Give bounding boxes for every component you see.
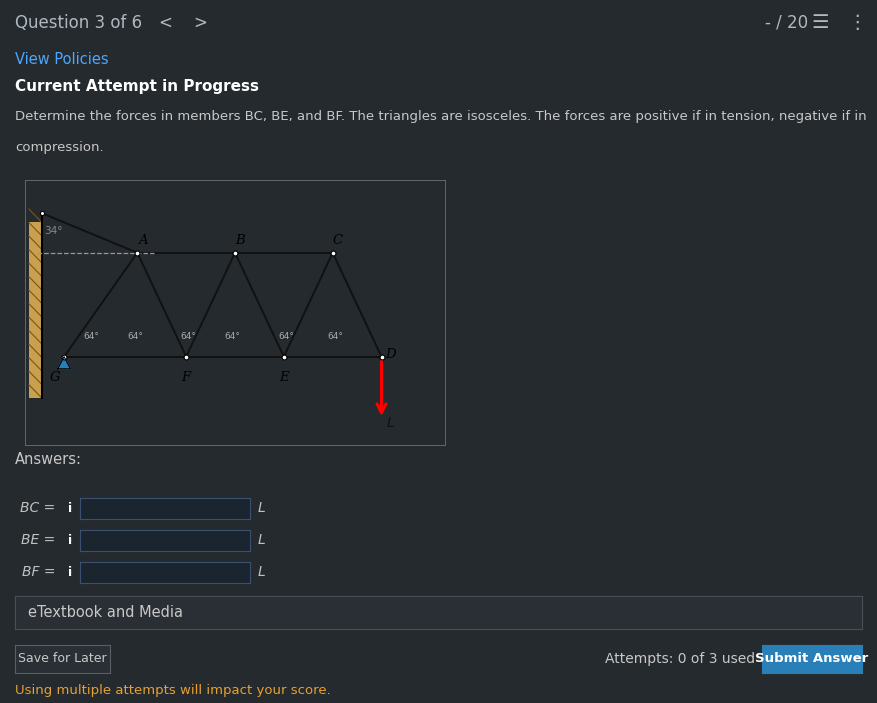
Text: BE =: BE = bbox=[21, 534, 55, 548]
Text: B: B bbox=[235, 234, 245, 247]
Text: <: < bbox=[158, 13, 172, 32]
Text: Answers:: Answers: bbox=[15, 451, 82, 467]
Text: L: L bbox=[387, 416, 394, 430]
Text: BC =: BC = bbox=[20, 501, 55, 515]
Text: i: i bbox=[68, 566, 72, 579]
Text: i: i bbox=[68, 502, 72, 515]
Text: Question 3 of 6: Question 3 of 6 bbox=[15, 13, 142, 32]
Text: - / 20: - / 20 bbox=[765, 13, 808, 32]
Text: 64°: 64° bbox=[327, 332, 343, 341]
Text: A: A bbox=[139, 234, 148, 247]
Text: F: F bbox=[182, 371, 191, 384]
Text: 34°: 34° bbox=[45, 226, 63, 236]
Text: C: C bbox=[332, 234, 343, 247]
Text: 64°: 64° bbox=[181, 332, 196, 341]
Text: G: G bbox=[50, 371, 61, 384]
Text: Using multiple attempts will impact your score.: Using multiple attempts will impact your… bbox=[15, 684, 331, 697]
Text: E: E bbox=[279, 371, 289, 384]
Text: 64°: 64° bbox=[127, 332, 143, 341]
Text: View Policies: View Policies bbox=[15, 51, 109, 67]
Text: compression.: compression. bbox=[15, 141, 103, 155]
Text: 64°: 64° bbox=[225, 332, 240, 341]
Text: L: L bbox=[258, 534, 266, 548]
Text: ☰: ☰ bbox=[811, 13, 829, 32]
Text: 64°: 64° bbox=[83, 332, 99, 341]
Text: 64°: 64° bbox=[278, 332, 294, 341]
Text: D: D bbox=[385, 348, 396, 361]
Text: Attempts: 0 of 3 used: Attempts: 0 of 3 used bbox=[605, 652, 755, 666]
Bar bbox=[29, 221, 42, 398]
Text: ⋮: ⋮ bbox=[847, 13, 866, 32]
Text: BF =: BF = bbox=[22, 565, 55, 579]
Polygon shape bbox=[58, 356, 70, 369]
Text: Save for Later: Save for Later bbox=[18, 652, 107, 666]
Text: L: L bbox=[258, 501, 266, 515]
Text: >: > bbox=[193, 13, 207, 32]
Text: eTextbook and Media: eTextbook and Media bbox=[28, 605, 182, 620]
Text: i: i bbox=[68, 534, 72, 547]
Text: Submit Answer: Submit Answer bbox=[755, 652, 868, 666]
Text: Current Attempt in Progress: Current Attempt in Progress bbox=[15, 79, 259, 93]
Text: L: L bbox=[258, 565, 266, 579]
Text: Determine the forces in members BC, BE, and BF. The triangles are isosceles. The: Determine the forces in members BC, BE, … bbox=[15, 110, 866, 123]
